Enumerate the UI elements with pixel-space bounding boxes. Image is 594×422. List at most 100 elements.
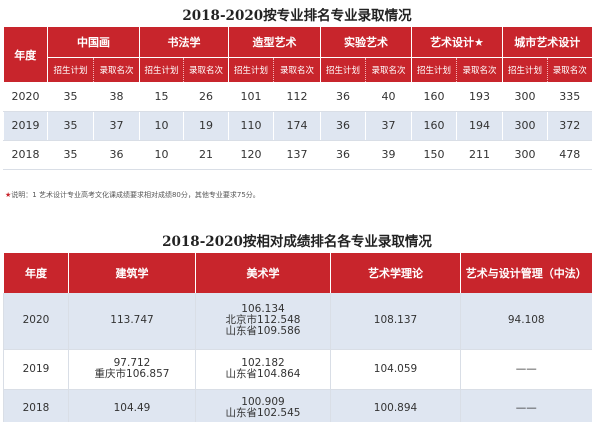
table-row: 2020 113.747 106.134 北京市112.548 山东省109.586 10…	[3, 293, 592, 350]
rank-cell: 193	[456, 82, 503, 112]
column-header: 美术学	[195, 253, 331, 293]
plan-cell: 110	[228, 111, 274, 141]
score-cell: 113.747	[68, 293, 196, 350]
score-cell: 100.909 山东省102.545	[195, 389, 331, 422]
score-line: 108.137	[373, 314, 418, 327]
year-cell: 2019	[3, 349, 69, 390]
sub-header-plan: 招生计划	[320, 57, 366, 82]
year-cell: 2020	[3, 293, 69, 350]
column-header: 建筑学	[68, 253, 196, 293]
rank-cell: 112	[273, 82, 321, 112]
admission-by-rank-table: 年度 中国画 书法学 造型艺术 实验艺术 艺术设计★ 城市艺术设计 招生计划 录…	[3, 27, 592, 170]
table-row: 2020 35 38 15 26 101 112 36 40 160 193 300 335	[3, 82, 592, 112]
footnote: ★说明：1 艺术设计专业高考文化课成绩要求相对成绩80分，其他专业要求75分。	[5, 190, 260, 200]
plan-cell: 36	[320, 140, 366, 170]
score-cell: 100.894	[330, 389, 461, 422]
score-line: 100.894	[373, 401, 418, 414]
rank-cell: 37	[365, 111, 412, 141]
plan-cell: 36	[320, 82, 366, 112]
plan-cell: 300	[502, 140, 548, 170]
score-cell: 94.108	[460, 293, 592, 350]
score-cell: ——	[460, 389, 592, 422]
plan-cell: 35	[47, 111, 94, 141]
plan-cell: 35	[47, 140, 94, 170]
sub-header-plan: 招生计划	[502, 57, 548, 82]
plan-cell: 10	[139, 111, 184, 141]
sub-header-plan: 招生计划	[228, 57, 274, 82]
year-cell: 2019	[3, 111, 48, 141]
table-row: 2019 97.712 重庆市106.857 102.182 山东省104.864 104…	[3, 349, 592, 390]
score-line: 104.49	[113, 401, 151, 414]
year-header: 年度	[3, 27, 48, 82]
score-cell: ——	[460, 349, 592, 390]
rank-cell: 478	[547, 140, 592, 170]
admission-by-score-table: 年度 建筑学 美术学 艺术学理论 艺术与设计管理（中法） 2020 113.747…	[3, 253, 592, 422]
rank-cell: 335	[547, 82, 592, 112]
score-line: 重庆市106.857	[94, 368, 170, 380]
rank-cell: 26	[183, 82, 229, 112]
score-line: ——	[515, 362, 537, 375]
score-line: 100.909	[241, 396, 285, 408]
sub-header-rank: 录取名次	[93, 57, 140, 82]
rank-cell: 39	[365, 140, 412, 170]
year-header: 年度	[3, 253, 69, 293]
year-cell: 2018	[3, 389, 69, 422]
rank-cell: 174	[273, 111, 321, 141]
score-line: 山东省104.864	[225, 368, 301, 380]
score-line: 106.134	[241, 303, 285, 316]
score-line: ——	[515, 401, 537, 414]
rank-cell: 21	[183, 140, 229, 170]
score-cell: 104.49	[68, 389, 196, 422]
rank-cell: 19	[183, 111, 229, 141]
score-cell: 106.134 北京市112.548 山东省109.586	[195, 293, 331, 350]
star-icon: ★	[5, 191, 12, 199]
rank-cell: 211	[456, 140, 503, 170]
plan-cell: 35	[47, 82, 94, 112]
plan-cell: 150	[411, 140, 457, 170]
group-header: 中国画	[47, 27, 140, 58]
plan-cell: 10	[139, 140, 184, 170]
plan-cell: 160	[411, 111, 457, 141]
table-row: 2019 35 37 10 19 110 174 36 37 160 194 300 372	[3, 111, 592, 141]
sub-header-rank: 录取名次	[456, 57, 503, 82]
plan-cell: 160	[411, 82, 457, 112]
score-cell: 108.137	[330, 293, 461, 350]
rank-cell: 194	[456, 111, 503, 141]
score-line: 113.747	[110, 314, 154, 327]
sub-header-plan: 招生计划	[139, 57, 184, 82]
table1-title: 2018-2020按专业排名专业录取情况	[182, 8, 412, 24]
year-cell: 2018	[3, 140, 48, 170]
table2-title: 2018-2020按相对成绩排名各专业录取情况	[162, 234, 432, 250]
rank-cell: 137	[273, 140, 321, 170]
sub-header-plan: 招生计划	[47, 57, 94, 82]
score-line: 北京市112.548	[225, 314, 301, 327]
sub-header-rank: 录取名次	[273, 57, 321, 82]
table-row: 2018 35 36 10 21 120 137 36 39 150 211 300 478	[3, 140, 592, 170]
plan-cell: 101	[228, 82, 274, 112]
table-row: 2018 104.49 100.909 山东省102.545 100.894 ——	[3, 389, 592, 422]
group-header: 城市艺术设计	[502, 27, 592, 58]
score-line: 94.108	[507, 314, 545, 327]
group-header: 造型艺术	[228, 27, 321, 58]
group-header: 实验艺术	[320, 27, 412, 58]
sub-header-rank: 录取名次	[547, 57, 592, 82]
group-header: 艺术设计★	[411, 27, 503, 58]
score-line: 104.059	[373, 362, 418, 375]
rank-cell: 40	[365, 82, 412, 112]
score-line: 山东省102.545	[225, 407, 301, 419]
column-header: 艺术学理论	[330, 253, 461, 293]
score-line: 山东省109.586	[225, 325, 301, 338]
rank-cell: 372	[547, 111, 592, 141]
plan-cell: 36	[320, 111, 366, 141]
score-cell: 97.712 重庆市106.857	[68, 349, 196, 390]
rank-cell: 36	[93, 140, 140, 170]
rank-cell: 37	[93, 111, 140, 141]
rank-cell: 38	[93, 82, 140, 112]
group-header: 书法学	[139, 27, 229, 58]
footnote-text: 说明：1 艺术设计专业高考文化课成绩要求相对成绩80分，其他专业要求75分。	[11, 191, 260, 199]
column-header: 艺术与设计管理（中法）	[460, 253, 592, 293]
plan-cell: 15	[139, 82, 184, 112]
sub-header-rank: 录取名次	[365, 57, 412, 82]
year-cell: 2020	[3, 82, 48, 112]
score-cell: 102.182 山东省104.864	[195, 349, 331, 390]
